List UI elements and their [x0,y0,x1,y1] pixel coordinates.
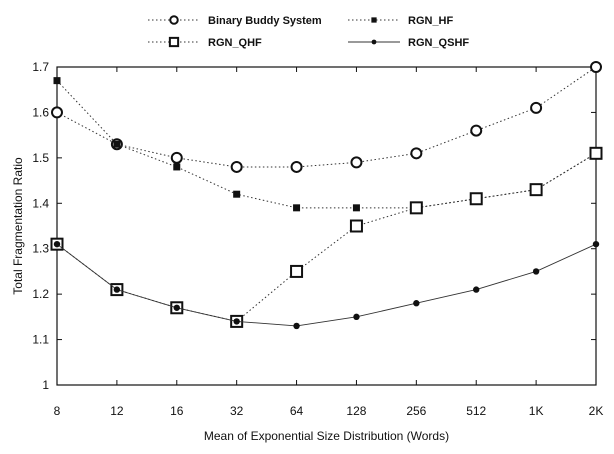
series-line [56,243,597,327]
data-point [350,156,363,169]
legend-marker [169,15,179,25]
data-point [409,201,423,215]
plot-frame [56,66,597,386]
data-point [113,286,121,293]
series-rgn-hf [53,77,600,212]
legend-marker [371,17,377,23]
data-point [413,300,420,307]
legend-item: RGN_QSHF [348,37,469,49]
data-point [469,192,483,206]
data-point [529,183,543,197]
series-rgn-qhf [50,146,603,328]
data-point [51,106,63,119]
data-point [590,61,602,73]
series-line [56,80,597,209]
series-binary-buddy-system [51,61,602,173]
y-tick-label: 1.6 [32,105,49,119]
x-axis: 8 12 16 32 64 128 256 512 1K 2K [54,67,604,418]
data-point [530,101,543,114]
data-point [473,286,480,293]
legend-marker [371,39,377,45]
data-point [233,318,240,325]
data-point [290,264,304,278]
legend-label: RGN_HF [408,15,454,27]
data-point [173,163,181,171]
x-tick-label: 2K [589,404,604,418]
series-layer [50,61,603,330]
x-tick-label: 12 [110,404,124,418]
data-point [53,240,61,248]
data-point [293,204,301,212]
x-axis-title: Mean of Exponential Size Distribution (W… [204,429,449,443]
legend-item: Binary Buddy System [148,15,322,27]
y-tick-label: 1.2 [32,287,49,301]
x-tick-label: 1K [529,404,544,418]
x-tick-label: 16 [170,404,184,418]
data-point [532,268,540,275]
x-tick-label: 512 [466,404,486,418]
data-point [293,322,300,330]
data-point [353,313,360,321]
data-point [410,147,423,160]
data-point [53,77,61,85]
data-point [352,204,360,212]
y-axis-title: Total Fragmentation Ratio [11,157,25,295]
series-rgn-qshf [53,240,600,330]
legend-item: RGN_QHF [148,36,262,49]
x-tick-label: 32 [230,404,244,418]
y-tick-label: 1 [42,378,49,392]
x-tick-label: 256 [406,404,426,418]
data-point [589,146,603,160]
legend-marker [168,36,180,48]
data-point [230,160,243,173]
y-axis: 1 1.1 1.2 1.3 1.4 1.5 1.6 1.7 [32,60,596,392]
legend: Binary Buddy System RGN_HF RGN_QHF RGN_QSHF [148,15,469,49]
legend-item: RGN_HF [348,15,454,27]
x-tick-label: 128 [346,404,366,418]
legend-label: RGN_QHF [208,37,262,49]
data-point [290,160,303,173]
x-tick-label: 8 [54,404,61,418]
legend-label: Binary Buddy System [208,15,322,27]
data-point [170,151,183,164]
y-tick-label: 1.4 [32,196,49,210]
data-point [592,240,600,248]
data-point [470,124,483,137]
data-point [349,219,363,233]
y-tick-label: 1.1 [32,333,49,347]
y-tick-label: 1.7 [32,60,49,74]
series-line [56,66,597,168]
y-tick-label: 1.3 [32,242,49,256]
legend-label: RGN_QSHF [408,37,469,49]
data-point [173,304,180,311]
y-tick-label: 1.5 [32,151,49,165]
data-point [233,190,241,198]
data-point [113,140,121,148]
x-tick-label: 64 [290,404,304,418]
